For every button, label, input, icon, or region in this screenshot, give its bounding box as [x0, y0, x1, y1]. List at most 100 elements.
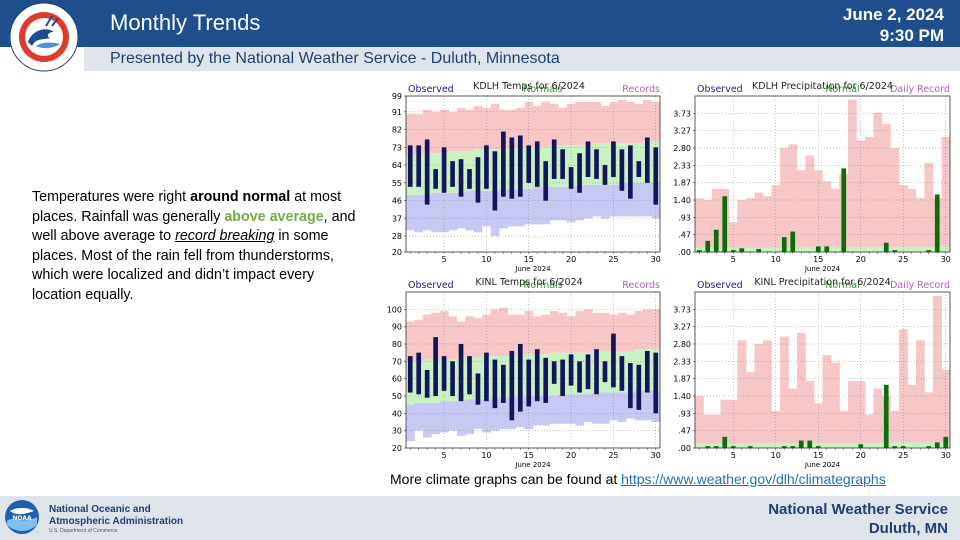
record-low-band	[634, 182, 644, 217]
y-tick-label: 90	[392, 323, 402, 332]
observed-precip-bar	[858, 444, 864, 448]
legend-record: Records	[622, 84, 660, 95]
observed-temp-bar	[534, 141, 540, 187]
y-tick-label: 64	[392, 161, 402, 170]
record-low-band	[414, 402, 424, 431]
record-high-band	[583, 309, 593, 353]
x-tick-label: 25	[898, 451, 908, 460]
record-band	[924, 162, 934, 252]
observed-precip-bar	[900, 446, 906, 448]
x-tick-label: 30	[941, 255, 951, 264]
y-tick-label: 73	[392, 143, 402, 152]
footer-office-line-2: Duluth, MN	[868, 520, 948, 537]
record-low-band	[448, 192, 458, 231]
record-low-band	[431, 192, 441, 233]
record-band	[780, 336, 789, 448]
observed-temp-bar	[636, 161, 642, 177]
observed-temp-bar	[492, 151, 498, 211]
record-high-band	[558, 312, 568, 353]
x-tick-label: 25	[608, 451, 618, 460]
record-low-band	[490, 397, 500, 431]
observed-temp-bar	[577, 153, 582, 193]
observed-temp-bar	[441, 147, 447, 193]
record-band	[737, 340, 747, 448]
observed-precip-bar	[730, 250, 736, 252]
record-low-band	[626, 182, 635, 217]
climate-graphs-link[interactable]: https://www.weather.gov/dlh/climategraph…	[621, 471, 886, 487]
record-high-band	[422, 109, 432, 154]
observed-temp-bar	[416, 145, 422, 187]
record-low-band	[406, 194, 415, 231]
y-tick-label: 91	[392, 108, 402, 117]
y-tick-label: 2.33	[673, 357, 691, 366]
y-tick-label: 1.40	[673, 196, 691, 205]
kdlh-temps-chart: Observed Normals Records KDLH Temps for 6/2…	[392, 81, 661, 273]
record-high-band	[439, 311, 449, 360]
summary-text: Temperatures were right around normal at…	[32, 188, 362, 305]
normal-band	[865, 442, 874, 448]
record-band	[754, 192, 764, 252]
y-tick-label: 3.73	[673, 109, 691, 118]
page-title: Monthly Trends	[110, 10, 261, 35]
record-band	[771, 410, 781, 448]
y-tick-label: 2.80	[673, 144, 691, 153]
record-low-band	[439, 401, 449, 433]
observed-temp-bar	[433, 337, 438, 396]
normal-band	[737, 443, 747, 448]
normal-band	[703, 443, 713, 448]
record-band	[907, 384, 917, 448]
legend-normal: Normals	[523, 84, 562, 95]
normal-band	[831, 247, 840, 252]
record-band	[746, 198, 755, 252]
normal-band	[890, 247, 900, 252]
record-band	[822, 181, 832, 252]
record-band	[805, 155, 815, 252]
y-tick-label: 3.27	[673, 323, 691, 332]
observed-precip-bar	[790, 231, 796, 252]
record-high-band	[524, 101, 534, 148]
record-high-band	[583, 101, 593, 146]
summary-part-2: at most places. Rainfall was generally	[32, 189, 342, 225]
plot-frame	[405, 291, 661, 449]
record-high-band	[634, 103, 644, 144]
observed-temp-bar	[509, 137, 515, 199]
record-band	[712, 188, 721, 252]
observed-temp-bar	[551, 361, 557, 384]
normal-band	[763, 443, 772, 448]
observed-temp-bar	[568, 167, 574, 189]
record-low-band	[473, 399, 483, 429]
record-band	[729, 399, 738, 448]
footer-bar: NOAA National Oceanic and Atmospheric Ad…	[0, 496, 960, 540]
record-high-band	[406, 321, 415, 362]
observed-temp-bar	[501, 131, 506, 197]
x-axis-label: June 2024	[514, 265, 551, 273]
observed-precip-bar	[713, 229, 719, 252]
record-low-band	[592, 184, 602, 217]
observed-temp-bar	[534, 349, 540, 402]
record-high-band	[507, 109, 517, 148]
observed-temp-bar	[484, 352, 489, 402]
record-band	[788, 144, 798, 252]
record-band	[924, 392, 934, 448]
observed-temp-bar	[594, 149, 599, 179]
record-high-band	[414, 319, 424, 362]
record-low-band	[499, 188, 508, 229]
legend-observed: Observed	[408, 84, 454, 95]
record-band	[916, 340, 925, 448]
x-tick-label: 15	[524, 255, 534, 264]
y-tick-label: 1.87	[673, 375, 691, 384]
normal-band	[848, 247, 857, 252]
x-tick-label: 10	[481, 451, 491, 460]
observed-precip-bar	[926, 250, 932, 252]
record-band	[890, 148, 900, 252]
record-high-band	[609, 101, 618, 144]
observed-temp-bar	[602, 165, 608, 185]
record-high-band	[617, 312, 627, 351]
observed-temp-bar	[653, 147, 659, 205]
legend-normal: Normal	[825, 280, 859, 291]
record-high-band	[651, 309, 661, 350]
normal-band	[788, 443, 798, 448]
record-low-band	[406, 404, 415, 442]
observed-temp-bar	[628, 363, 633, 409]
